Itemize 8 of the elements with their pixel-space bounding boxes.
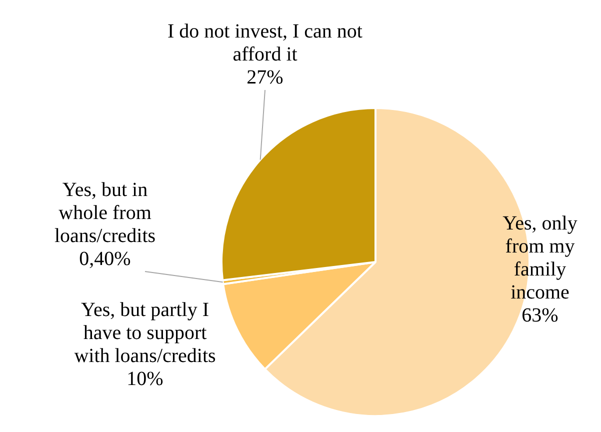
data-label: 63% <box>522 304 558 326</box>
data-label: 10% <box>126 368 164 390</box>
data-label: 27% <box>246 66 284 88</box>
data-label: 0,40% <box>79 248 131 270</box>
slice-label: Yes, only from my family income <box>502 212 578 304</box>
slice-label: I do not invest, I can not afford it <box>168 20 363 66</box>
slice-label: Yes, but in whole from loans/credits <box>54 178 156 247</box>
slice-label: Yes, but partly I have to support with loans/credits <box>74 298 216 367</box>
